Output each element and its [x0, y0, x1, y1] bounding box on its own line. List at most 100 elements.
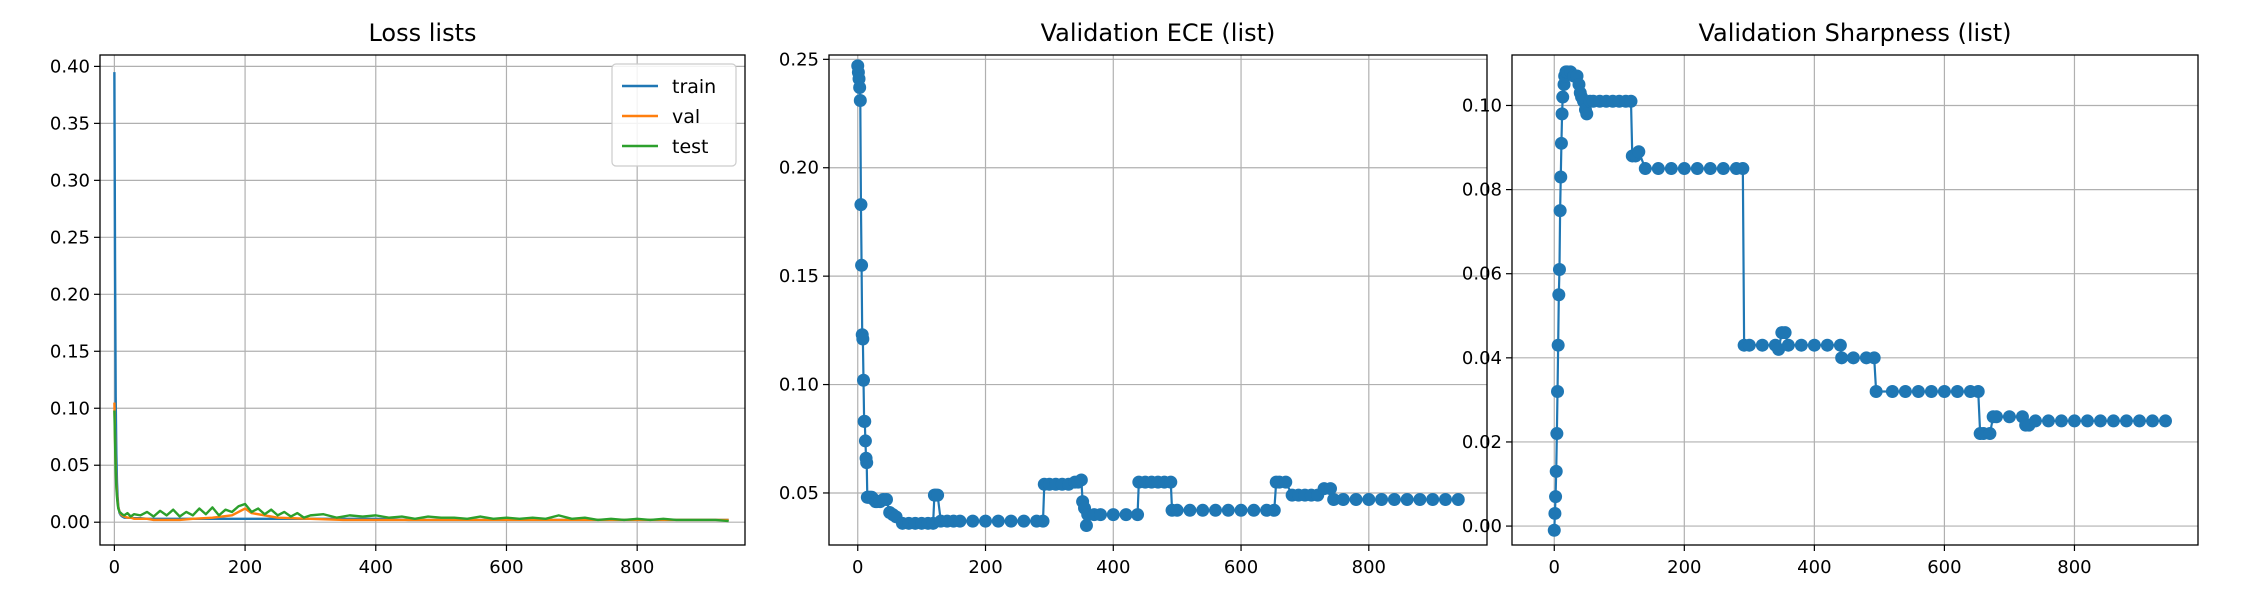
data-point [1426, 492, 1440, 506]
data-point [1196, 503, 1210, 517]
x-tick-label: 400 [359, 557, 393, 578]
x-tick-label: 200 [1667, 557, 1701, 578]
data-point [1234, 503, 1248, 517]
data-point [953, 514, 967, 528]
x-tick-label: 200 [968, 557, 1002, 578]
x-tick-label: 600 [1224, 557, 1258, 578]
data-point [853, 94, 867, 108]
data-point [1664, 162, 1678, 176]
chart-title: Validation ECE (list) [1041, 19, 1276, 47]
data-point [858, 434, 872, 448]
y-tick-label: 0.15 [779, 266, 819, 287]
data-point [1221, 503, 1235, 517]
data-point [2067, 414, 2081, 428]
y-tick-label: 0.04 [1462, 348, 1502, 369]
data-point [1553, 204, 1567, 218]
data-point [1554, 136, 1568, 150]
data-point [1362, 492, 1376, 506]
data-point [854, 198, 868, 212]
data-point [1552, 288, 1566, 302]
data-point [1036, 514, 1050, 528]
y-tick-label: 0.06 [1462, 264, 1502, 285]
data-point [1781, 338, 1795, 352]
data-point [1349, 492, 1363, 506]
series-line-val [113, 402, 729, 522]
data-point [1937, 384, 1951, 398]
data-point [1690, 162, 1704, 176]
data-point [2028, 414, 2042, 428]
x-tick-label: 400 [1797, 557, 1831, 578]
chart-panel-3: 0 200 400 600 800 0.00 0.02 0.04 0.06 0.08 0.10 Val… [1462, 19, 2199, 578]
legend-label-val: val [672, 106, 700, 128]
y-tick-label: 0.25 [50, 227, 90, 248]
data-point [1885, 384, 1899, 398]
data-point [1079, 518, 1093, 532]
data-point [1835, 351, 1849, 365]
data-point [1551, 338, 1565, 352]
data-point [1267, 503, 1281, 517]
data-point [1208, 503, 1222, 517]
data-point [1451, 492, 1465, 506]
data-point [1869, 384, 1883, 398]
data-point [2093, 414, 2107, 428]
data-point [853, 81, 867, 95]
data-point [2041, 414, 2055, 428]
y-tick-label: 0.05 [50, 455, 90, 476]
data-point [2002, 410, 2016, 424]
data-point [1624, 94, 1638, 108]
data-point [1867, 351, 1881, 365]
y-tick-label: 0.10 [1462, 95, 1502, 116]
series-line-series-1 [1553, 70, 2166, 531]
data-point [1119, 508, 1133, 522]
data-point [858, 414, 872, 428]
data-point [2145, 414, 2159, 428]
y-tick-label: 0.15 [50, 341, 90, 362]
data-point [2132, 414, 2146, 428]
series-line-test [113, 410, 729, 523]
data-point [966, 514, 980, 528]
y-tick-label: 0.30 [50, 170, 90, 191]
data-point [1552, 263, 1566, 277]
data-point [860, 456, 874, 470]
y-tick-label: 0.00 [50, 512, 90, 533]
data-point [1550, 427, 1564, 441]
chart-title: Validation Sharpness (list) [1699, 19, 2012, 47]
y-tick-label: 0.35 [50, 113, 90, 134]
data-point [1911, 384, 1925, 398]
data-point [855, 258, 869, 272]
data-point [1375, 492, 1389, 506]
data-point [1778, 326, 1792, 340]
data-point [931, 488, 945, 502]
data-point [1004, 514, 1018, 528]
y-tick-label: 0.02 [1462, 432, 1502, 453]
data-point [1131, 508, 1145, 522]
axes-frame [828, 54, 1488, 546]
y-tick-label: 0.00 [1462, 516, 1502, 537]
data-point [1438, 492, 1452, 506]
data-point [2106, 414, 2120, 428]
data-point [1555, 107, 1569, 121]
y-tick-label: 0.20 [50, 284, 90, 305]
x-tick-label: 400 [1096, 557, 1130, 578]
x-tick-label: 600 [1927, 557, 1961, 578]
x-tick-label: 200 [228, 557, 262, 578]
legend-box [611, 63, 737, 167]
x-tick-label: 600 [489, 557, 523, 578]
data-point [856, 373, 870, 387]
data-point [1413, 492, 1427, 506]
legend: train val test [611, 63, 737, 167]
data-point [1170, 503, 1184, 517]
plot-area [113, 72, 729, 523]
data-point [1651, 162, 1665, 176]
data-point [1279, 475, 1293, 489]
data-point [1846, 351, 1860, 365]
data-point [991, 514, 1005, 528]
data-point [1400, 492, 1414, 506]
data-point [1106, 508, 1120, 522]
data-point [1638, 162, 1652, 176]
data-point [1983, 427, 1997, 441]
data-point [1580, 107, 1594, 121]
plot-area [851, 59, 1465, 532]
y-tick-label: 0.10 [50, 398, 90, 419]
x-tick-label: 800 [1352, 557, 1386, 578]
